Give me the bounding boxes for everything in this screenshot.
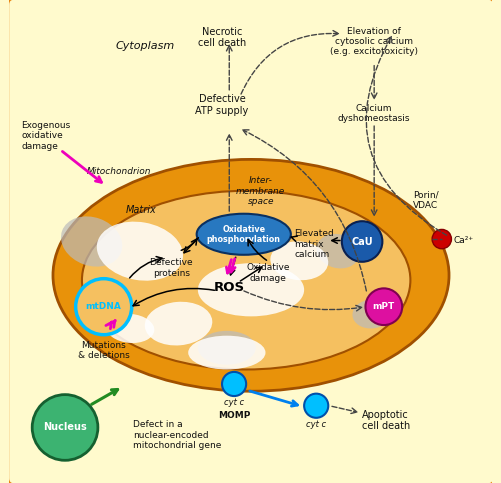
Text: Oxidative
phosphorylation: Oxidative phosphorylation bbox=[206, 225, 280, 244]
Ellipse shape bbox=[144, 302, 212, 345]
Text: Matrix: Matrix bbox=[125, 205, 156, 215]
Text: MOMP: MOMP bbox=[217, 411, 250, 420]
Text: Porin/
VDAC: Porin/ VDAC bbox=[412, 191, 438, 210]
Text: Mutations
& deletions: Mutations & deletions bbox=[78, 341, 129, 360]
Text: cyt c: cyt c bbox=[223, 398, 243, 408]
Ellipse shape bbox=[316, 234, 359, 269]
Text: Oxidative
damage: Oxidative damage bbox=[245, 263, 289, 283]
Ellipse shape bbox=[97, 222, 183, 281]
Ellipse shape bbox=[82, 295, 130, 333]
Circle shape bbox=[304, 394, 328, 418]
Text: Defective
proteins: Defective proteins bbox=[149, 258, 193, 278]
Text: Elevated
matrix
calcium: Elevated matrix calcium bbox=[294, 229, 334, 259]
Text: Ca²⁺: Ca²⁺ bbox=[453, 236, 473, 245]
Text: Calcium
dyshomeostasis: Calcium dyshomeostasis bbox=[337, 104, 410, 123]
Text: cyt c: cyt c bbox=[306, 420, 326, 429]
Ellipse shape bbox=[196, 213, 290, 255]
Text: ROS: ROS bbox=[213, 281, 244, 294]
Text: Defective
ATP supply: Defective ATP supply bbox=[195, 94, 248, 116]
Text: Inter-
membrane
space: Inter- membrane space bbox=[235, 176, 285, 206]
Circle shape bbox=[365, 288, 401, 325]
Text: mPT: mPT bbox=[372, 302, 394, 311]
Circle shape bbox=[76, 279, 131, 335]
Ellipse shape bbox=[197, 263, 304, 316]
Circle shape bbox=[32, 395, 98, 460]
Ellipse shape bbox=[53, 159, 448, 391]
Circle shape bbox=[431, 229, 450, 249]
FancyBboxPatch shape bbox=[7, 0, 494, 483]
Text: Elevation of
cytosolic calcium
(e.g. excitotoxicity): Elevation of cytosolic calcium (e.g. exc… bbox=[330, 27, 417, 57]
Text: Necrotic
cell death: Necrotic cell death bbox=[197, 27, 245, 48]
Ellipse shape bbox=[352, 299, 390, 328]
Circle shape bbox=[221, 372, 245, 396]
Text: Nucleus: Nucleus bbox=[43, 423, 87, 432]
Ellipse shape bbox=[270, 242, 328, 280]
Text: Cytoplasm: Cytoplasm bbox=[116, 41, 175, 51]
Text: Exogenous
oxidative
damage: Exogenous oxidative damage bbox=[22, 121, 71, 151]
Text: Apoptotic
cell death: Apoptotic cell death bbox=[361, 410, 409, 431]
Text: mtDNA: mtDNA bbox=[86, 302, 121, 311]
Circle shape bbox=[341, 221, 382, 262]
Text: CaU: CaU bbox=[351, 237, 372, 246]
Ellipse shape bbox=[188, 336, 265, 369]
Ellipse shape bbox=[82, 191, 410, 369]
Ellipse shape bbox=[197, 331, 256, 365]
Text: Mitochondrion: Mitochondrion bbox=[87, 167, 151, 176]
Text: Defect in a
nuclear-encoded
mitochondrial gene: Defect in a nuclear-encoded mitochondria… bbox=[132, 420, 220, 450]
Ellipse shape bbox=[61, 216, 122, 267]
Ellipse shape bbox=[106, 314, 154, 343]
